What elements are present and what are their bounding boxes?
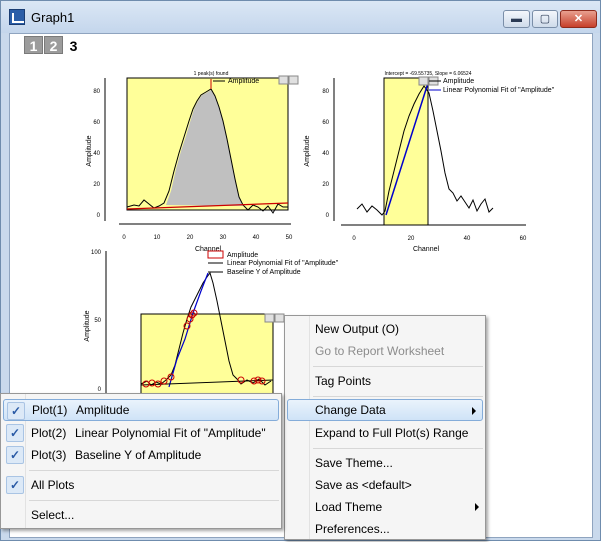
graph2-y-axis: 0 20 40 60 80 Amplitude bbox=[304, 78, 335, 221]
graph1-roi-close-icon[interactable] bbox=[278, 75, 289, 85]
plot-index: Plot(2) bbox=[31, 426, 67, 440]
plot-name: Baseline Y of Amplitude bbox=[75, 448, 202, 462]
roi-context-menu: New Output (O) Go to Report Worksheet Ta… bbox=[284, 315, 486, 540]
check-icon: ✓ bbox=[7, 402, 25, 420]
graph2-ylabel: Amplitude bbox=[304, 135, 311, 166]
check-icon: ✓ bbox=[6, 424, 24, 442]
graph1-ytick: 60 bbox=[93, 120, 100, 126]
graph1-xlabel: Channel bbox=[195, 246, 222, 253]
graph1-ytick: 40 bbox=[93, 151, 100, 157]
graph3-ylabel: Amplitude bbox=[84, 310, 91, 341]
graph1-x-axis: 0 10 20 30 40 50 Channel bbox=[119, 223, 293, 253]
title-bar[interactable]: Graph1 ▬ ▢ ✕ bbox=[1, 1, 600, 33]
submenu-select[interactable]: Select... bbox=[3, 504, 279, 526]
graph1-xtick: 30 bbox=[220, 235, 227, 241]
graph2-legend-1: Amplitude bbox=[443, 78, 474, 85]
menu-item-save-as-default[interactable]: Save as <default> bbox=[315, 478, 412, 492]
submenu-arrow-icon bbox=[472, 407, 476, 415]
submenu-all-plots[interactable]: ✓ All Plots bbox=[3, 474, 279, 496]
graph3-legend-3: Baseline Y of Amplitude bbox=[227, 269, 301, 276]
menu-item-expand-full-range[interactable]: Expand to Full Plot(s) Range bbox=[315, 426, 469, 440]
submenu-plot-3[interactable]: ✓ Plot(3) Baseline Y of Amplitude bbox=[3, 444, 279, 466]
menu-item-save-theme[interactable]: Save Theme... bbox=[315, 456, 393, 470]
graph3-ytick: 100 bbox=[91, 250, 102, 256]
graph3-roi-close-icon[interactable] bbox=[264, 313, 275, 323]
graph3[interactable]: Amplitude Linear Polynomial Fit of "Ampl… bbox=[84, 250, 339, 395]
change-data-submenu: ✓ Plot(1) Amplitude ✓ Plot(2) Linear Polyn… bbox=[0, 393, 282, 529]
close-button[interactable]: ✕ bbox=[560, 10, 597, 28]
select-label: Select... bbox=[31, 508, 75, 522]
submenu-arrow-icon bbox=[475, 503, 479, 511]
graph2-ytick: 60 bbox=[322, 120, 329, 126]
graph2-legend-2: Linear Polynomial Fit of "Amplitude" bbox=[443, 87, 555, 94]
graph2-xtick: 40 bbox=[464, 236, 471, 242]
graph3-legend-2: Linear Polynomial Fit of "Amplitude" bbox=[227, 260, 339, 267]
graph1-xtick: 50 bbox=[286, 235, 293, 241]
graph1-y-axis: 0 20 40 60 80 Amplitude bbox=[86, 78, 106, 221]
layer-tab-2[interactable]: 2 bbox=[44, 36, 63, 54]
graph1-xtick: 40 bbox=[253, 235, 260, 241]
menu-item-load-theme-label: Load Theme bbox=[315, 500, 383, 514]
graph2-title: Intercept = -69.55735, Slope = 6.06524 bbox=[384, 71, 471, 77]
menu-item-preferences[interactable]: Preferences... bbox=[315, 522, 390, 536]
graph2-ytick: 40 bbox=[322, 151, 329, 157]
plot-index: Plot(1) bbox=[32, 403, 68, 417]
graph1-title: 1 peak(s) found bbox=[194, 71, 229, 77]
window-title: Graph1 bbox=[31, 10, 75, 25]
submenu-plot-1[interactable]: ✓ Plot(1) Amplitude bbox=[3, 399, 279, 421]
graph1-legend: Amplitude bbox=[228, 78, 259, 85]
graph-window-icon bbox=[9, 9, 25, 25]
check-icon: ✓ bbox=[6, 476, 24, 494]
graph3-fit-line bbox=[168, 272, 209, 388]
graph2-xlabel: Channel bbox=[413, 246, 440, 253]
plot-name: Linear Polynomial Fit of "Amplitude" bbox=[75, 426, 266, 440]
graph1-baseline bbox=[126, 202, 289, 210]
graph2-ytick: 20 bbox=[322, 182, 329, 188]
menu-item-go-to-report-worksheet[interactable]: Go to Report Worksheet bbox=[315, 344, 445, 358]
maximize-button[interactable]: ▢ bbox=[532, 10, 558, 28]
menu-item-change-data-label: Change Data bbox=[315, 403, 386, 417]
all-plots-label: All Plots bbox=[31, 478, 75, 492]
menu-item-tag-points[interactable]: Tag Points bbox=[315, 374, 372, 388]
graph2-amplitude-line bbox=[356, 85, 494, 216]
graph1-roi-menu-icon[interactable] bbox=[288, 75, 299, 85]
graph2-xtick: 20 bbox=[408, 236, 415, 242]
graph1-xtick: 20 bbox=[187, 235, 194, 241]
graph2-x-axis: 0 20 40 60 Channel bbox=[341, 224, 527, 253]
graph1-ytick: 0 bbox=[97, 213, 101, 219]
graph3-roi-menu-icon[interactable] bbox=[274, 313, 285, 323]
graph1-ylabel: Amplitude bbox=[86, 135, 93, 166]
graph3-y-axis: 0 50 100 Amplitude bbox=[84, 250, 107, 393]
graph3-ytick: 0 bbox=[98, 387, 102, 393]
graph2-xtick: 60 bbox=[520, 236, 527, 242]
graph3-legend-1: Amplitude bbox=[227, 252, 258, 259]
graph2[interactable]: Intercept = -69.55735, Slope = 6.06524 A… bbox=[304, 71, 555, 253]
menu-item-new-output[interactable]: New Output (O) bbox=[315, 322, 400, 336]
graph3-tagged-points bbox=[142, 309, 266, 388]
layer-tab-1[interactable]: 1 bbox=[24, 36, 43, 54]
submenu-plot-2[interactable]: ✓ Plot(2) Linear Polynomial Fit of "Ampli… bbox=[3, 422, 279, 444]
graph1-ytick: 80 bbox=[93, 89, 100, 95]
check-icon: ✓ bbox=[6, 446, 24, 464]
plot-index: Plot(3) bbox=[31, 448, 67, 462]
menu-item-change-data[interactable]: Change Data bbox=[287, 399, 483, 421]
graph1-ytick: 20 bbox=[93, 182, 100, 188]
graph1-xtick: 0 bbox=[122, 235, 126, 241]
graph2-ytick: 0 bbox=[326, 213, 330, 219]
graph3-ytick: 50 bbox=[94, 318, 101, 324]
graph3-legend-swatch-1 bbox=[207, 250, 224, 259]
graph2-fit-line bbox=[385, 82, 429, 216]
layer-tab-3[interactable]: 3 bbox=[64, 36, 83, 54]
graph1-xtick: 10 bbox=[154, 235, 161, 241]
graph1[interactable]: 1 peak(s) found Amplitude 0 10 20 30 40 … bbox=[86, 71, 299, 253]
plot-name: Amplitude bbox=[76, 403, 130, 417]
graph2-xtick: 0 bbox=[352, 236, 356, 242]
graph2-roi-close-icon[interactable] bbox=[418, 76, 429, 86]
graph2-ytick: 80 bbox=[322, 89, 329, 95]
minimize-button[interactable]: ▬ bbox=[503, 10, 530, 28]
graph1-peak-area bbox=[166, 90, 243, 206]
menu-item-load-theme[interactable]: Load Theme bbox=[315, 496, 481, 518]
